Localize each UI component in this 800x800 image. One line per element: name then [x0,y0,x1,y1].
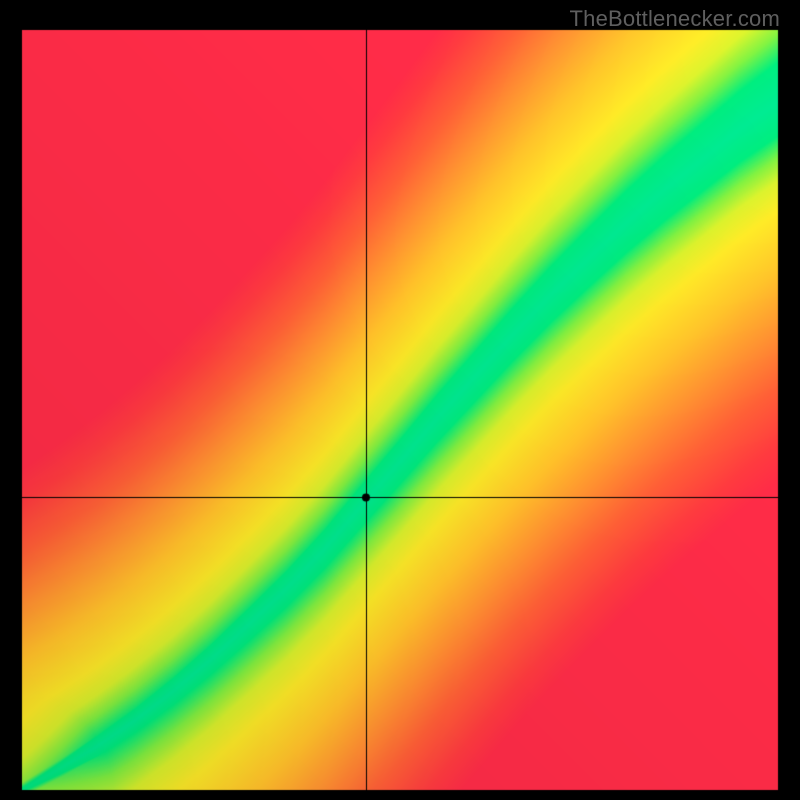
watermark-text: TheBottlenecker.com [570,6,780,32]
chart-container: { "watermark": { "text": "TheBottlenecke… [0,0,800,800]
bottleneck-heatmap [0,0,800,800]
